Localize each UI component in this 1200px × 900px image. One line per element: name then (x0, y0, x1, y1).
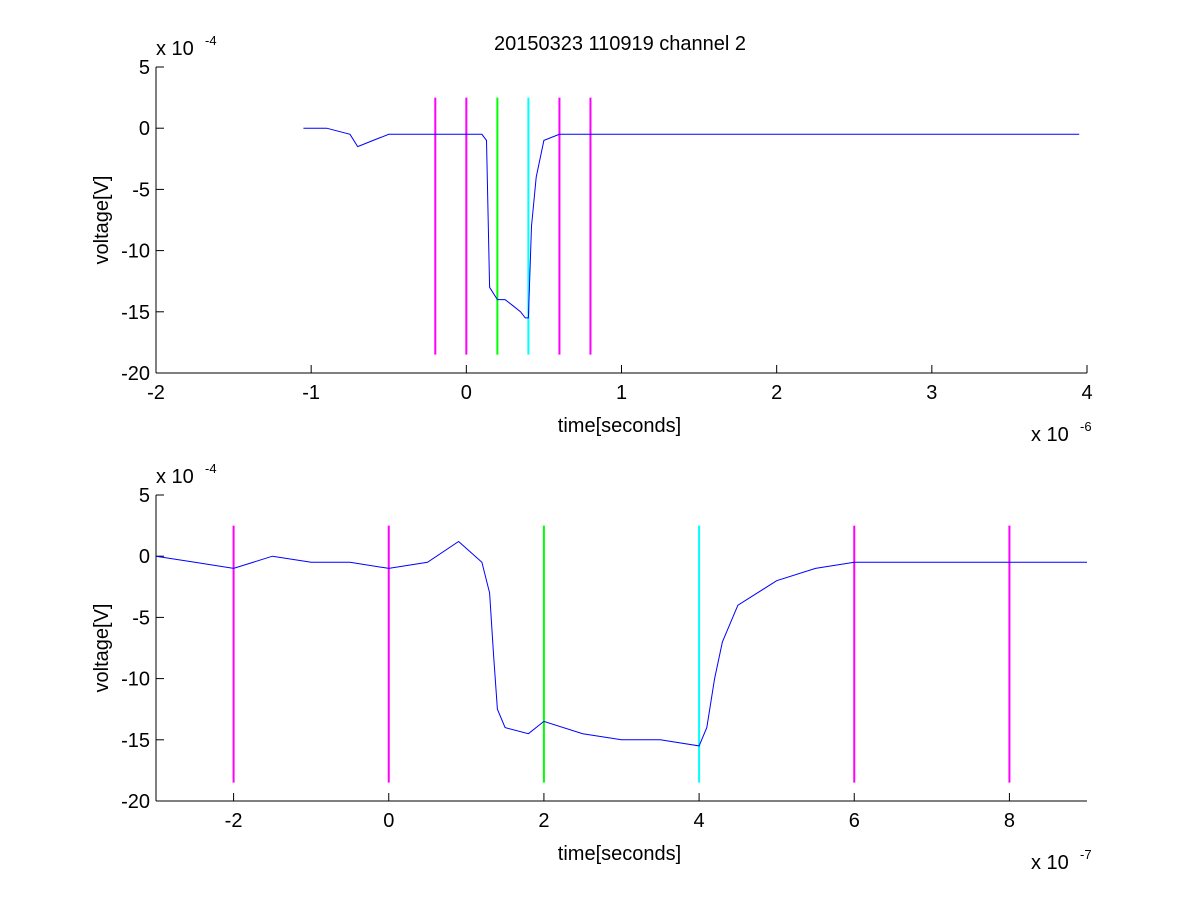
bottom-plot: -2 0 2 4 6 850-5-10-15-20time[seconds]voltage… (91, 461, 1092, 874)
y-axis-label: voltage[V] (91, 176, 113, 265)
y-axis-label: voltage[V] (91, 604, 113, 693)
voltage-series-line (155, 540, 1087, 747)
x-tick-label: 3 (926, 382, 937, 404)
y-tick-label: -20 (121, 791, 150, 813)
y-tick-label: -5 (132, 607, 150, 629)
top-plot: -2 -1 0 1 2 3 450-5-10-15-20time[seconds]volta… (91, 33, 1093, 446)
x-tick-label: 2 (771, 382, 782, 404)
x-tick-label: 4 (694, 810, 705, 832)
x-tick-label: 6 (849, 810, 860, 832)
y-multiplier-label: x 10 (156, 38, 194, 60)
y-tick-label: 0 (139, 118, 150, 140)
y-tick-label: -15 (121, 730, 150, 752)
x-tick-label: -2 (225, 810, 243, 832)
x-multiplier-label: x 10 (1031, 424, 1069, 446)
y-tick-label: 5 (139, 57, 150, 79)
x-axis-label: time[seconds] (558, 415, 681, 437)
figure-title: 20150323 110919 channel 2 (494, 33, 746, 55)
x-tick-label: -1 (302, 382, 320, 404)
y-multiplier-label: x 10 (156, 466, 194, 488)
y-tick-label: -5 (132, 179, 150, 201)
x-multiplier-label: x 10 (1031, 852, 1069, 874)
y-tick-label: -15 (121, 302, 150, 324)
x-tick-label: 0 (461, 382, 472, 404)
x-tick-label: 2 (538, 810, 549, 832)
x-multiplier-exponent: -7 (1080, 847, 1092, 862)
x-tick-label: 4 (1081, 382, 1092, 404)
y-tick-label: 5 (139, 485, 150, 507)
x-multiplier-exponent: -6 (1080, 419, 1092, 434)
x-tick-label: 1 (616, 382, 627, 404)
y-tick-label: -10 (121, 241, 150, 263)
y-tick-label: 0 (139, 546, 150, 568)
x-tick-label: -2 (147, 382, 165, 404)
y-tick-label: -10 (121, 669, 150, 691)
x-axis-label: time[seconds] (558, 843, 681, 865)
x-tick-label: 8 (1004, 810, 1015, 832)
x-tick-label: 0 (383, 810, 394, 832)
y-multiplier-exponent: -4 (205, 461, 217, 476)
voltage-series-line (303, 127, 1080, 319)
y-tick-label: -20 (121, 363, 150, 385)
y-multiplier-exponent: -4 (205, 33, 217, 48)
